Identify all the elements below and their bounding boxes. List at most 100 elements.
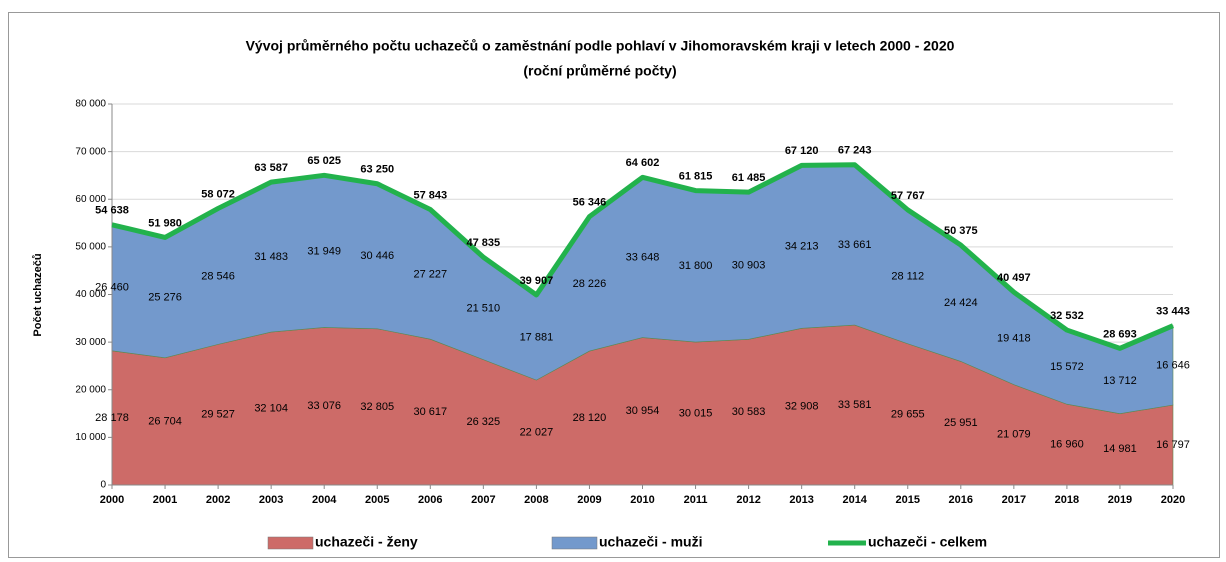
- data-label: 16 960: [1050, 439, 1084, 451]
- data-label: 65 025: [307, 155, 341, 167]
- data-label: 31 800: [679, 260, 713, 272]
- data-label: 67 120: [785, 145, 819, 157]
- x-tick-label: 2011: [684, 494, 708, 506]
- x-tick-label: 2007: [471, 494, 495, 506]
- x-tick-label: 2009: [577, 494, 601, 506]
- x-tick-label: 2013: [789, 494, 813, 506]
- x-tick-label: 2006: [418, 494, 442, 506]
- legend-label: uchazeči - muži: [599, 534, 702, 550]
- data-label: 61 485: [732, 172, 766, 184]
- data-label: 25 951: [944, 417, 978, 429]
- data-label: 28 178: [95, 412, 129, 424]
- data-label: 28 120: [573, 412, 607, 424]
- data-label: 30 015: [679, 407, 713, 419]
- y-tick-label: 30 000: [75, 337, 106, 348]
- data-label: 15 572: [1050, 361, 1084, 373]
- data-label: 21 079: [997, 429, 1031, 441]
- x-tick-label: 2001: [153, 494, 177, 506]
- data-label: 24 424: [944, 297, 978, 309]
- line: [111, 162, 1174, 351]
- y-tick-label: 50 000: [75, 242, 106, 253]
- data-label: 32 104: [254, 402, 288, 414]
- data-label: 63 250: [360, 164, 394, 176]
- x-tick-label: 2020: [1161, 494, 1185, 506]
- data-label: 16 646: [1156, 359, 1190, 371]
- data-label: 34 213: [785, 241, 819, 253]
- data-label: 30 446: [360, 250, 394, 262]
- data-label: 32 532: [1050, 310, 1084, 322]
- data-label: 26 460: [95, 282, 129, 294]
- data-label: 29 527: [201, 409, 235, 421]
- data-label: 58 072: [201, 188, 235, 200]
- data-label: 57 843: [413, 189, 447, 201]
- x-tick-label: 2000: [100, 494, 124, 506]
- data-label: 39 907: [520, 275, 554, 287]
- data-label: 40 497: [997, 272, 1031, 284]
- data-label: 19 418: [997, 332, 1031, 344]
- x-tick-label: 2004: [312, 494, 337, 506]
- data-label: 56 346: [573, 197, 607, 209]
- y-tick-label: 40 000: [75, 289, 106, 300]
- y-tick-label: 60 000: [75, 194, 106, 205]
- data-label: 33 581: [838, 399, 872, 411]
- data-label: 33 661: [838, 239, 872, 251]
- y-tick-label: 0: [100, 480, 106, 491]
- data-label: 17 881: [520, 331, 554, 343]
- x-tick-label: 2005: [365, 494, 389, 506]
- legend-swatch: [551, 536, 598, 550]
- data-label: 50 375: [944, 225, 978, 237]
- data-label: 13 712: [1103, 375, 1137, 387]
- data-label: 61 815: [679, 171, 713, 183]
- x-tick-label: 2010: [630, 494, 654, 506]
- y-tick-label: 80 000: [75, 99, 106, 110]
- x-tick-label: 2002: [206, 494, 230, 506]
- x-tick-label: 2016: [949, 494, 973, 506]
- x-tick-label: 2017: [1002, 494, 1026, 506]
- y-tick-label: 20 000: [75, 384, 106, 395]
- chart-title: Vývoj průměrného počtu uchazečů o zaměst…: [246, 38, 955, 54]
- y-tick-label: 70 000: [75, 146, 106, 157]
- data-label: 28 693: [1103, 328, 1137, 340]
- data-label: 27 227: [413, 268, 447, 280]
- data-label: 32 805: [360, 401, 394, 413]
- y-axis-label: Počet uchazečů: [32, 253, 44, 336]
- data-label: 30 617: [413, 406, 447, 418]
- legend-label: uchazeči - celkem: [868, 534, 987, 550]
- data-label: 25 276: [148, 292, 182, 304]
- data-label: 64 602: [626, 157, 660, 169]
- data-label: 30 583: [732, 406, 766, 418]
- data-label: 31 949: [307, 245, 341, 257]
- x-tick-label: 2014: [842, 494, 867, 506]
- data-label: 57 767: [891, 190, 925, 202]
- data-label: 29 655: [891, 408, 925, 420]
- y-tick-label: 10 000: [75, 432, 106, 443]
- x-tick-label: 2008: [524, 494, 548, 506]
- data-label: 14 981: [1103, 443, 1137, 455]
- data-label: 26 325: [467, 416, 501, 428]
- data-label: 22 027: [520, 426, 554, 438]
- data-label: 33 648: [626, 251, 660, 263]
- data-label: 26 704: [148, 415, 182, 427]
- x-tick-label: 2015: [896, 494, 920, 506]
- data-label: 30 954: [626, 405, 660, 417]
- data-label: 28 112: [891, 271, 924, 283]
- data-label: 16 797: [1156, 439, 1190, 451]
- legend-label: uchazeči - ženy: [315, 534, 418, 550]
- x-tick-label: 2019: [1108, 494, 1132, 506]
- data-label: 47 835: [467, 237, 501, 249]
- data-label: 33 076: [307, 400, 341, 412]
- x-tick-label: 2018: [1055, 494, 1079, 506]
- data-label: 30 903: [732, 260, 766, 272]
- data-label: 31 483: [254, 251, 288, 263]
- data-label: 51 980: [148, 217, 182, 229]
- data-label: 32 908: [785, 401, 819, 413]
- x-tick-label: 2012: [736, 494, 760, 506]
- data-label: 28 546: [201, 270, 235, 282]
- data-label: 67 243: [838, 145, 872, 157]
- data-label: 54 638: [95, 205, 129, 217]
- data-label: 28 226: [573, 278, 607, 290]
- chart-subtitle: (roční průměrné počty): [523, 63, 676, 79]
- data-label: 33 443: [1156, 306, 1190, 318]
- data-label: 21 510: [467, 302, 501, 314]
